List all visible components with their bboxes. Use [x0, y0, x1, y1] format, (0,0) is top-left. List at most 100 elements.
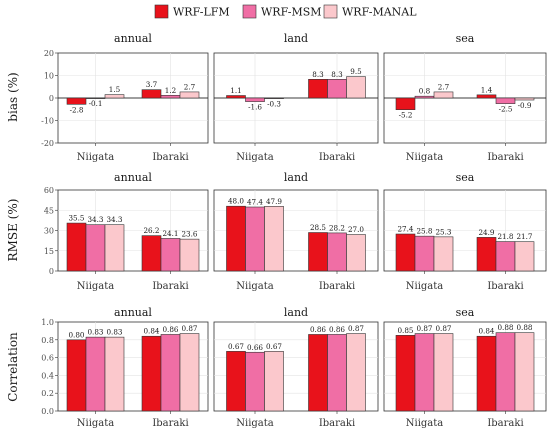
bar-niigata-2 — [264, 97, 284, 99]
x-tick-label: Ibaraki — [319, 281, 355, 292]
x-tick-label: Ibaraki — [487, 152, 523, 163]
bar-niigata-1 — [85, 336, 106, 412]
y-tick-label: 0.8 — [41, 336, 54, 345]
y-tick-label: 10 — [44, 72, 54, 81]
panel-bias-land: land 1.1 -1.6 -0.3 Niigata 8.3 8.3 9.5 Ibaraki — [213, 32, 379, 163]
facet-title: annual — [114, 32, 152, 45]
bar-niigata-2 — [433, 333, 454, 412]
y-axis-label-1: RMSE (%) — [6, 199, 20, 262]
bar-ibaraki-1 — [495, 97, 516, 104]
y-tick-label: 15 — [44, 247, 54, 256]
data-label: 0.87 — [435, 324, 451, 333]
data-label: 27.4 — [397, 225, 413, 234]
legend-label-1: WRF-MSM — [261, 6, 322, 19]
y-tick-label: 0 — [49, 267, 54, 276]
y-tick-label: 60 — [44, 186, 54, 195]
data-label: 24.9 — [478, 228, 494, 237]
data-label: -1.6 — [248, 103, 262, 112]
data-label: 47.4 — [247, 198, 263, 207]
x-tick-label: Niigata — [406, 418, 444, 429]
facet-title: sea — [456, 306, 475, 319]
y-tick-label: -10 — [41, 117, 54, 126]
bar-ibaraki-0 — [141, 335, 162, 412]
bar-niigata-2 — [104, 94, 125, 99]
data-label: 0.8 — [419, 87, 431, 96]
data-label: -2.5 — [499, 105, 513, 114]
x-tick-label: Niigata — [77, 152, 115, 163]
bar-niigata-0 — [226, 205, 246, 272]
bar-ibaraki-0 — [308, 232, 328, 272]
data-label: 28.5 — [310, 223, 326, 232]
x-tick-label: Ibaraki — [319, 152, 355, 163]
bar-niigata-1 — [85, 97, 106, 99]
data-label: 3.7 — [146, 80, 158, 89]
data-label: -0.1 — [89, 99, 103, 108]
data-label: 0.80 — [68, 330, 84, 339]
x-tick-label: Ibaraki — [319, 418, 355, 429]
bar-ibaraki-1 — [327, 334, 347, 412]
y-tick-label: 1.0 — [41, 318, 54, 327]
data-label: -0.9 — [518, 101, 532, 110]
data-label: 25.3 — [435, 227, 451, 236]
data-label: 48.0 — [228, 197, 244, 206]
bar-niigata-1 — [414, 333, 435, 412]
panel-rmse-land: land 48.0 47.4 47.9 Niigata 28.5 28.2 27.0 Ibara… — [213, 171, 379, 292]
data-label: 0.87 — [348, 324, 364, 333]
data-label: 1.5 — [109, 85, 121, 94]
y-tick-label: 0.0 — [41, 407, 54, 416]
bar-ibaraki-2 — [179, 333, 200, 412]
data-label: 0.85 — [397, 326, 413, 335]
data-label: 0.86 — [329, 325, 345, 334]
bar-ibaraki-0 — [141, 235, 162, 272]
bar-niigata-1 — [245, 206, 265, 272]
bar-ibaraki-2 — [514, 97, 535, 101]
data-label: 2.7 — [438, 82, 450, 91]
data-label: 25.8 — [416, 227, 432, 236]
x-tick-label: Ibaraki — [152, 418, 188, 429]
x-tick-label: Niigata — [236, 152, 274, 163]
bar-niigata-0 — [395, 97, 416, 110]
data-label: 21.8 — [497, 232, 513, 241]
bar-niigata-0 — [226, 95, 246, 99]
data-label: 34.3 — [106, 215, 122, 224]
data-label: 27.0 — [348, 225, 364, 234]
legend-swatch-0 — [154, 4, 169, 19]
bar-ibaraki-0 — [476, 237, 497, 272]
y-tick-label: 20 — [44, 49, 54, 58]
y-tick-label: -20 — [41, 139, 54, 148]
bar-ibaraki-2 — [514, 241, 535, 272]
panel-rmse-sea: sea 27.4 25.8 25.3 Niigata 24.9 21.8 21.7 Ibarak… — [383, 171, 547, 292]
data-label: 1.2 — [165, 86, 176, 95]
data-label: 9.5 — [350, 67, 362, 76]
y-tick-label: 45 — [44, 206, 54, 215]
data-label: 0.67 — [228, 342, 244, 351]
bar-niigata-2 — [264, 206, 284, 272]
data-label: 35.5 — [68, 214, 84, 223]
bar-ibaraki-1 — [160, 238, 181, 272]
bar-ibaraki-2 — [346, 234, 366, 272]
data-label: 0.84 — [478, 327, 494, 336]
facet-title: land — [284, 32, 308, 45]
data-label: 8.3 — [331, 70, 343, 79]
facet-title: annual — [114, 171, 152, 184]
bar-niigata-2 — [433, 91, 454, 99]
bar-ibaraki-1 — [160, 334, 181, 412]
data-label: 0.67 — [266, 342, 282, 351]
bar-ibaraki-2 — [179, 91, 200, 99]
bar-niigata-0 — [66, 97, 87, 105]
bar-ibaraki-1 — [160, 95, 181, 99]
legend-swatch-1 — [242, 4, 257, 19]
data-label: 1.1 — [230, 86, 241, 95]
facet-title: land — [284, 171, 308, 184]
bar-ibaraki-2 — [346, 333, 366, 412]
x-tick-label: Niigata — [406, 281, 444, 292]
data-label: 47.9 — [266, 197, 282, 206]
data-label: 0.88 — [497, 323, 513, 332]
bar-ibaraki-0 — [141, 89, 162, 99]
data-label: 0.83 — [87, 328, 103, 337]
